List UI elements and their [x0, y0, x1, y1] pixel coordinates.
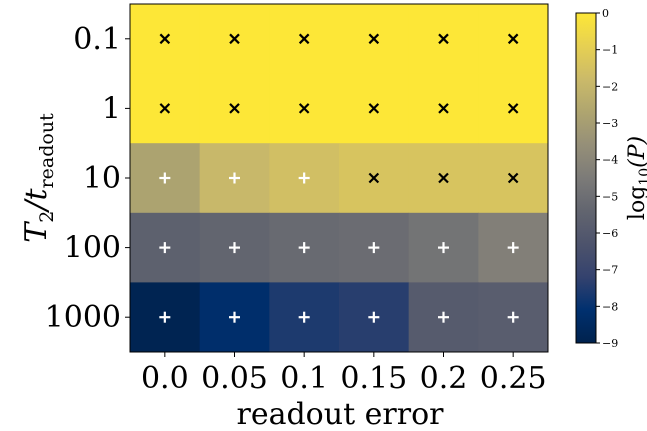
plus-marker	[298, 311, 310, 323]
colorbar-ticks: 0 −1 −2 −3 −4 −5 −6 −7 −8 −9	[596, 7, 618, 350]
plus-marker	[298, 172, 310, 184]
y-axis-ticks: 0.1 1 10 100 1000	[45, 22, 130, 335]
x-tick-label: 0.2	[420, 361, 468, 396]
x-tick-label: 0.05	[201, 361, 268, 396]
cross-marker	[159, 33, 171, 45]
cross-marker	[507, 172, 519, 184]
colorbar-tick-label: 0	[602, 7, 609, 20]
colorbar-tick-label: −6	[602, 227, 618, 240]
cell-markers	[159, 33, 519, 323]
plus-marker	[229, 172, 240, 184]
cross-marker	[229, 33, 240, 45]
colorbar-tick-label: −4	[602, 154, 618, 167]
cross-marker	[368, 172, 380, 184]
x-axis-label: readout error	[237, 397, 445, 431]
cross-marker	[298, 33, 310, 45]
svg-text:log10(P): log10(P)	[625, 136, 647, 220]
plus-marker	[229, 311, 240, 323]
cross-marker	[507, 33, 519, 45]
cross-marker	[438, 172, 449, 184]
y-tick-label: 1000	[45, 300, 121, 335]
plus-marker	[438, 242, 449, 254]
x-tick-label: 0.0	[141, 361, 189, 396]
cross-marker	[438, 103, 449, 114]
colorbar-tick-label: −2	[602, 80, 618, 93]
y-tick-label: 100	[64, 231, 121, 266]
plus-marker	[368, 311, 380, 323]
plus-marker	[368, 242, 380, 254]
colorbar	[575, 12, 597, 344]
colorbar-tick-label: −3	[602, 117, 618, 130]
y-tick-label: 0.1	[73, 22, 121, 57]
y-axis-label: T2/treadout	[19, 113, 58, 243]
cross-marker	[507, 103, 519, 114]
plus-marker	[159, 311, 171, 323]
colorbar-label: log10(P)	[625, 136, 647, 220]
cross-marker	[368, 33, 380, 45]
colorbar-tick-label: −1	[602, 44, 618, 57]
x-tick-label: 0.25	[480, 361, 547, 396]
svg-text:T2/treadout: T2/treadout	[19, 113, 58, 243]
cross-marker	[368, 103, 380, 114]
x-tick-label: 0.15	[340, 361, 407, 396]
y-tick-label: 10	[83, 161, 121, 196]
colorbar-tick-label: −7	[602, 264, 618, 277]
heatmap-cells	[130, 4, 549, 353]
colorbar-tick-label: −9	[602, 337, 618, 350]
plus-marker	[507, 242, 519, 254]
plus-marker	[159, 242, 171, 254]
colorbar-tick-label: −8	[602, 300, 618, 313]
x-tick-label: 0.1	[280, 361, 328, 396]
plus-marker	[507, 311, 519, 323]
plus-marker	[438, 311, 449, 323]
plus-marker	[298, 242, 310, 254]
x-axis-ticks: 0.0 0.05 0.1 0.15 0.2 0.25	[141, 352, 547, 396]
cross-marker	[438, 33, 449, 45]
colorbar-tick-label: −5	[602, 190, 618, 203]
y-tick-label: 1	[102, 91, 121, 126]
cross-marker	[159, 103, 171, 114]
plus-marker	[159, 172, 171, 184]
cross-marker	[298, 103, 310, 114]
plus-marker	[229, 242, 240, 254]
cross-marker	[229, 103, 240, 114]
